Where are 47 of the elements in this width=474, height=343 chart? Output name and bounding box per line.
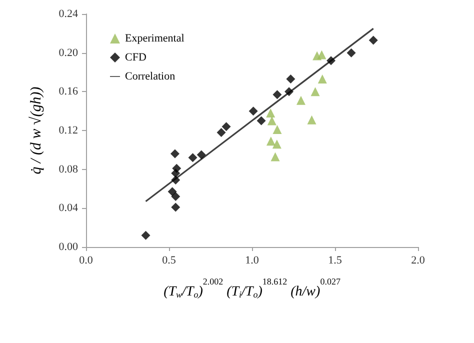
point — [284, 87, 294, 96]
point — [266, 136, 276, 146]
point — [318, 74, 327, 84]
y-tick-label: 0.12 — [58, 124, 78, 136]
y-tick-label: 0.16 — [58, 86, 78, 98]
point — [296, 96, 306, 105]
point — [171, 202, 180, 212]
point — [171, 176, 180, 185]
point — [188, 153, 198, 162]
point — [272, 90, 282, 100]
text: (Tw/To)2.002 (Ti/To)18.612 (h/w)0.027 — [164, 276, 340, 300]
y-tick-label: 0.00 — [58, 241, 78, 253]
legend-label: Correlation — [125, 70, 176, 82]
point — [141, 230, 150, 240]
x-tick-label: 0.5 — [162, 254, 176, 266]
y-axis-title: q̇ / (d w √(gh)) — [28, 86, 44, 174]
point — [256, 116, 266, 126]
legend-label: CFD — [125, 52, 146, 64]
point — [168, 187, 177, 196]
x-tick-label: 0.0 — [79, 254, 94, 266]
x-tick-label: 2.0 — [411, 254, 426, 266]
point — [272, 125, 282, 134]
point — [266, 108, 276, 118]
point — [310, 87, 320, 96]
legend-label: Experimental — [125, 32, 184, 44]
point — [317, 50, 326, 60]
x-tick-label: 1.0 — [245, 254, 260, 266]
point — [307, 115, 316, 124]
y-tick-label: 0.08 — [58, 163, 78, 176]
x-tick-label: 1.5 — [328, 254, 342, 266]
point — [286, 74, 296, 84]
y-tick-label: 0.20 — [58, 46, 78, 59]
point — [346, 48, 356, 58]
y-tick-label: 0.24 — [58, 8, 78, 20]
point — [267, 116, 276, 126]
point — [368, 36, 378, 45]
point — [272, 140, 282, 149]
point — [171, 192, 180, 202]
point — [248, 106, 258, 116]
point — [216, 128, 226, 137]
point — [222, 122, 231, 132]
point — [171, 168, 180, 178]
point — [326, 56, 336, 66]
point — [170, 149, 180, 158]
point — [196, 150, 206, 160]
point — [270, 152, 280, 162]
y-tick-label: 0.04 — [58, 202, 78, 214]
